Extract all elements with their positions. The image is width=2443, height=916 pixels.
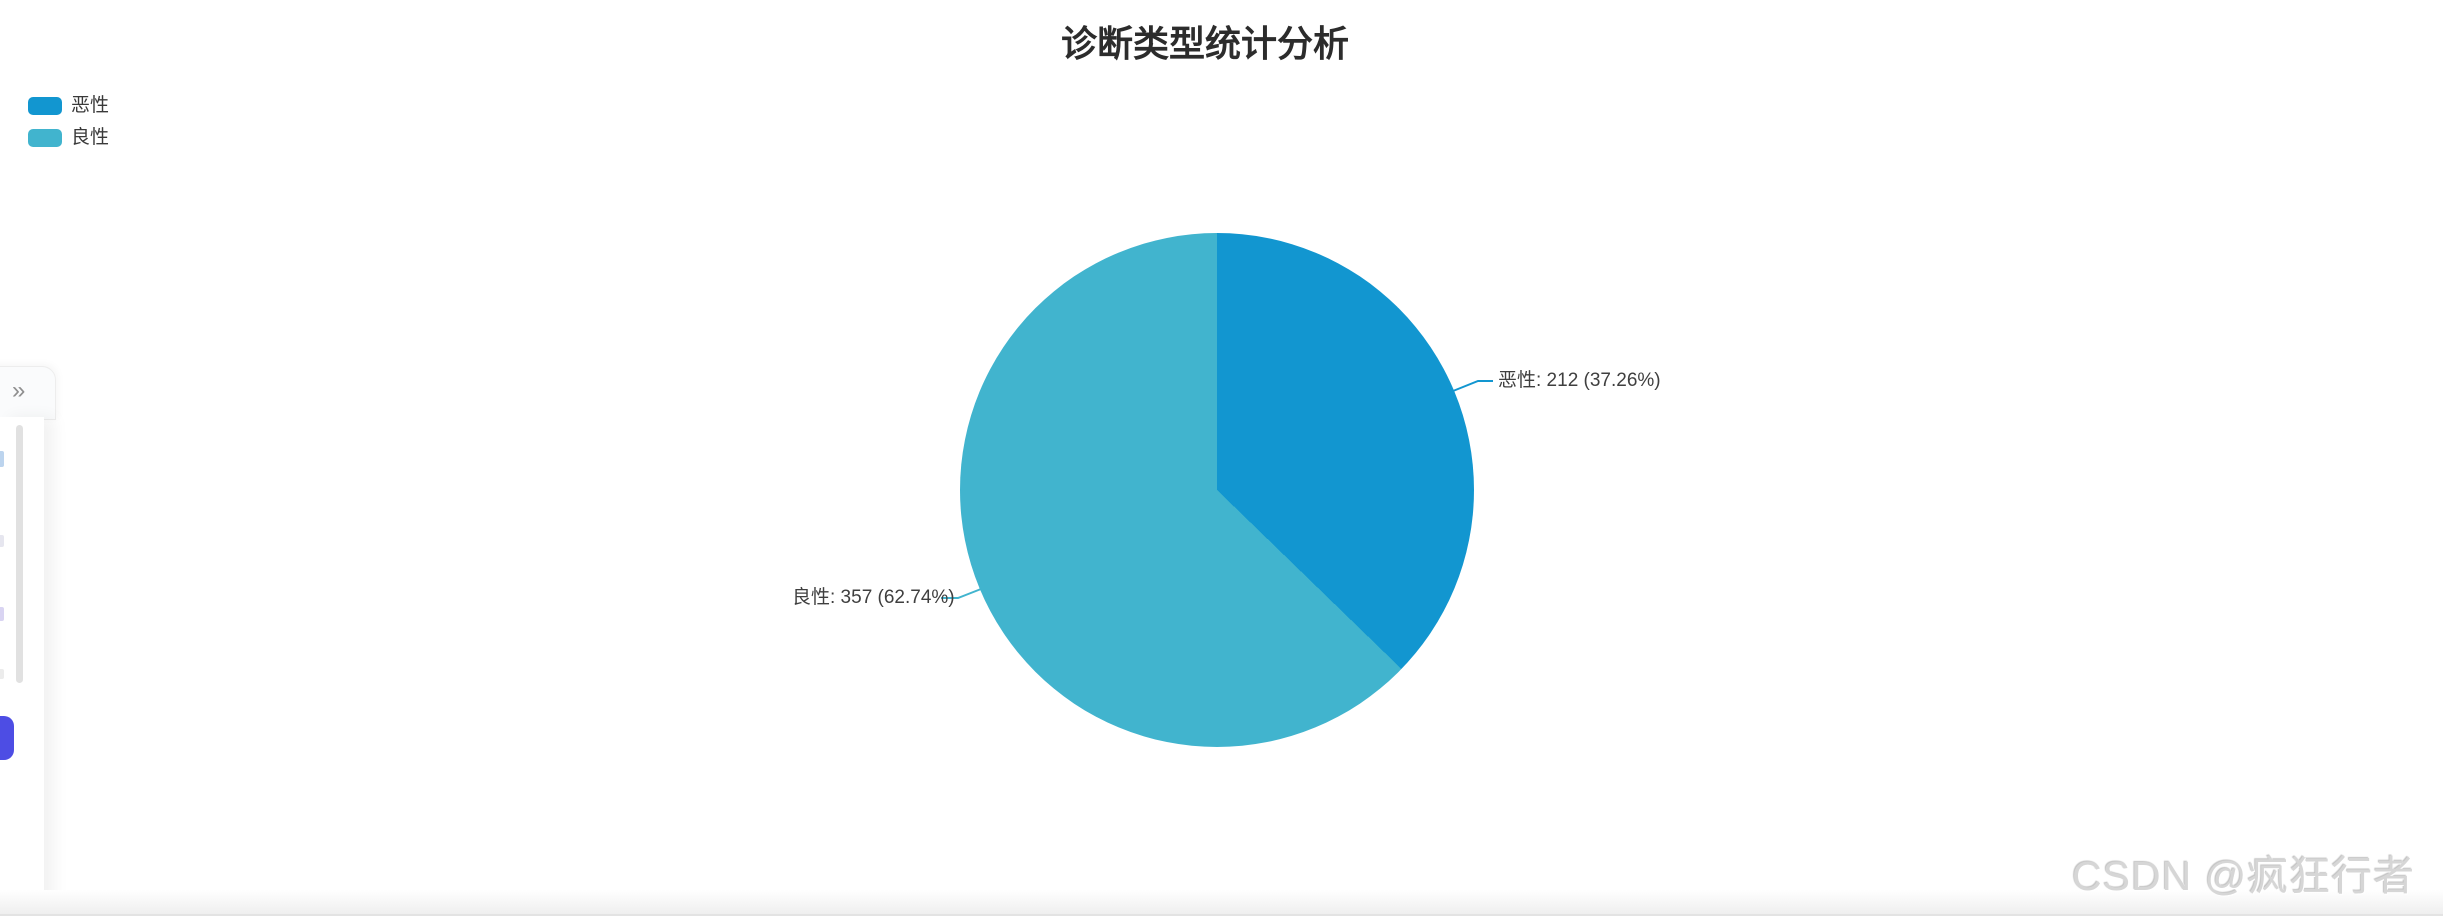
panel-content-fragment	[0, 669, 4, 679]
chart-title: 诊断类型统计分析	[1060, 23, 1349, 64]
watermark: CSDN @疯狂行者	[2072, 853, 2416, 899]
panel-action-button[interactable]	[0, 716, 14, 760]
pie-label-benign: 良性: 357 (62.74%)	[792, 587, 955, 608]
pie-chart[interactable]	[960, 233, 1474, 747]
expand-panel-icon[interactable]: »	[12, 377, 26, 404]
legend-item-benign[interactable]: 良性	[28, 128, 109, 147]
legend-item-malignant[interactable]: 恶性	[28, 96, 109, 115]
panel-content-fragment	[0, 607, 4, 621]
chart-legend: 恶性 良性	[28, 96, 109, 147]
legend-label-benign: 良性	[71, 127, 110, 148]
label-line-malignant	[1452, 380, 1493, 392]
legend-swatch-benign	[28, 128, 62, 147]
panel-scrollbar[interactable]	[16, 425, 23, 683]
drawer-expand-card: »	[0, 366, 56, 420]
legend-label-malignant: 恶性	[71, 95, 110, 116]
bottom-section-edge	[0, 890, 2443, 916]
panel-content-fragment	[0, 535, 4, 547]
collapsed-side-panel	[0, 417, 44, 916]
panel-content-fragment	[0, 451, 4, 467]
pie-label-malignant: 恶性: 212 (37.26%)	[1498, 370, 1661, 391]
legend-swatch-malignant	[28, 96, 62, 115]
